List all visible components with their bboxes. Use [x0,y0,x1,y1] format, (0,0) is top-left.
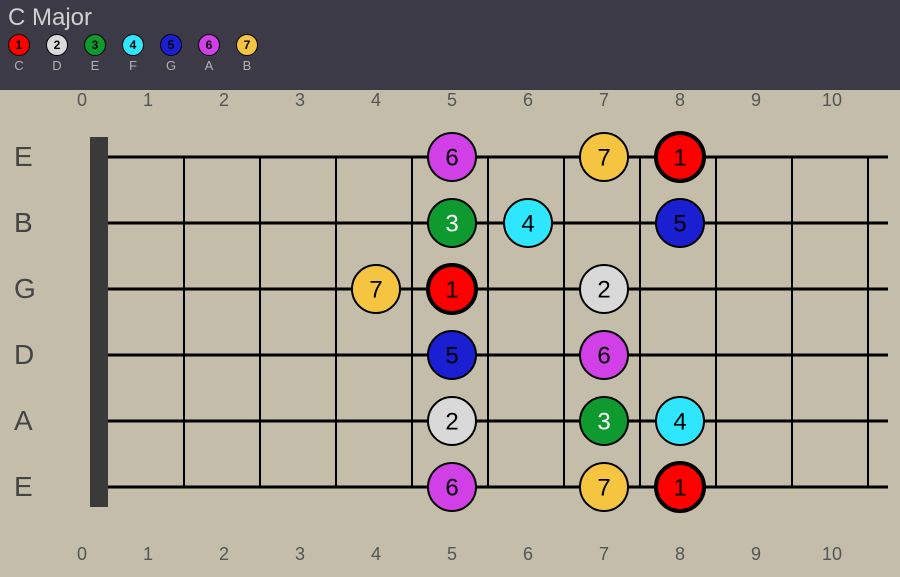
legend-degree-dot: 5 [160,34,182,56]
note-marker: 5 [656,199,704,247]
legend-note-label: G [166,58,176,73]
fretboard-diagram: 6 7 1 3 4 5 7 1 2 5 6 2 3 4 6 7 1 [50,115,890,545]
string-label: E [14,141,33,173]
fret-numbers-bottom: 0 1 2 3 4 5 6 7 8 9 10 [0,544,900,569]
fret-number: 7 [599,544,609,565]
fret-number: 1 [143,544,153,565]
note-degree-text: 5 [673,211,686,238]
fret-number: 0 [77,544,87,565]
note-degree-text: 3 [597,409,610,436]
note-degree-text: 7 [597,145,610,172]
legend-degree-dot: 1 [8,34,30,56]
note-marker: 1 [656,463,704,511]
string-label: E [14,471,33,503]
note-marker: 3 [580,397,628,445]
fret-number: 10 [822,90,842,111]
fret-number: 1 [143,90,153,111]
fret-number: 6 [523,544,533,565]
legend-note-label: C [14,58,23,73]
fretboard-area: 0 1 2 3 4 5 6 7 8 9 10 E B G D A E 6 7 1 3 4 5 7 1 2 5 6 2 3 4 6 7 1 0 1… [0,90,900,577]
legend-item: 5G [160,34,182,73]
legend-item: 4F [122,34,144,73]
legend-note-label: A [205,58,214,73]
note-marker: 5 [428,331,476,379]
note-marker: 2 [580,265,628,313]
fret-number: 4 [371,90,381,111]
fret-numbers-top: 0 1 2 3 4 5 6 7 8 9 10 [0,90,900,115]
fret-number: 8 [675,544,685,565]
note-degree-text: 7 [597,475,610,502]
note-marker: 2 [428,397,476,445]
note-degree-text: 2 [597,277,610,304]
note-marker: 3 [428,199,476,247]
legend-degree-dot: 2 [46,34,68,56]
fretboard-nut [90,137,108,507]
legend-note-label: D [52,58,61,73]
note-degree-text: 3 [445,211,458,238]
note-degree-text: 1 [445,277,458,304]
fret-number: 3 [295,544,305,565]
note-degree-text: 4 [673,409,686,436]
header: C Major 1C2D3E4F5G6A7B [0,0,900,90]
legend-degree-dot: 6 [198,34,220,56]
legend-item: 7B [236,34,258,73]
string-label: D [14,339,34,371]
fret-number: 7 [599,90,609,111]
note-marker: 6 [428,463,476,511]
string-label: A [14,405,33,437]
legend-degree-dot: 3 [84,34,106,56]
legend-item: 6A [198,34,220,73]
string-label: B [14,207,33,239]
note-degree-text: 1 [673,145,686,172]
fret-number: 9 [751,90,761,111]
legend-item: 3E [84,34,106,73]
note-degree-text: 6 [445,145,458,172]
note-marker: 4 [504,199,552,247]
legend-degree-dot: 7 [236,34,258,56]
note-marker: 6 [580,331,628,379]
note-degree-text: 7 [369,277,382,304]
legend-note-label: B [243,58,252,73]
note-degree-text: 4 [521,211,534,238]
string-label: G [14,273,36,305]
note-marker: 1 [656,133,704,181]
fret-number: 6 [523,90,533,111]
legend-note-label: E [91,58,100,73]
fret-number: 10 [822,544,842,565]
scale-legend: 1C2D3E4F5G6A7B [8,34,892,73]
legend-note-label: F [129,58,137,73]
note-degree-text: 6 [597,343,610,370]
fret-number: 8 [675,90,685,111]
note-marker: 6 [428,133,476,181]
fret-number: 5 [447,90,457,111]
fret-number: 9 [751,544,761,565]
note-marker: 7 [352,265,400,313]
note-marker: 1 [428,265,476,313]
fret-number: 0 [77,90,87,111]
legend-item: 1C [8,34,30,73]
fret-number: 2 [219,544,229,565]
note-marker: 7 [580,463,628,511]
legend-item: 2D [46,34,68,73]
note-marker: 7 [580,133,628,181]
fret-number: 2 [219,90,229,111]
fret-number: 4 [371,544,381,565]
note-marker: 4 [656,397,704,445]
note-degree-text: 6 [445,475,458,502]
note-degree-text: 5 [445,343,458,370]
scale-title: C Major [8,4,892,32]
legend-degree-dot: 4 [122,34,144,56]
note-degree-text: 2 [445,409,458,436]
string-labels: E B G D A E [0,90,50,577]
fret-number: 5 [447,544,457,565]
note-degree-text: 1 [673,475,686,502]
fret-number: 3 [295,90,305,111]
